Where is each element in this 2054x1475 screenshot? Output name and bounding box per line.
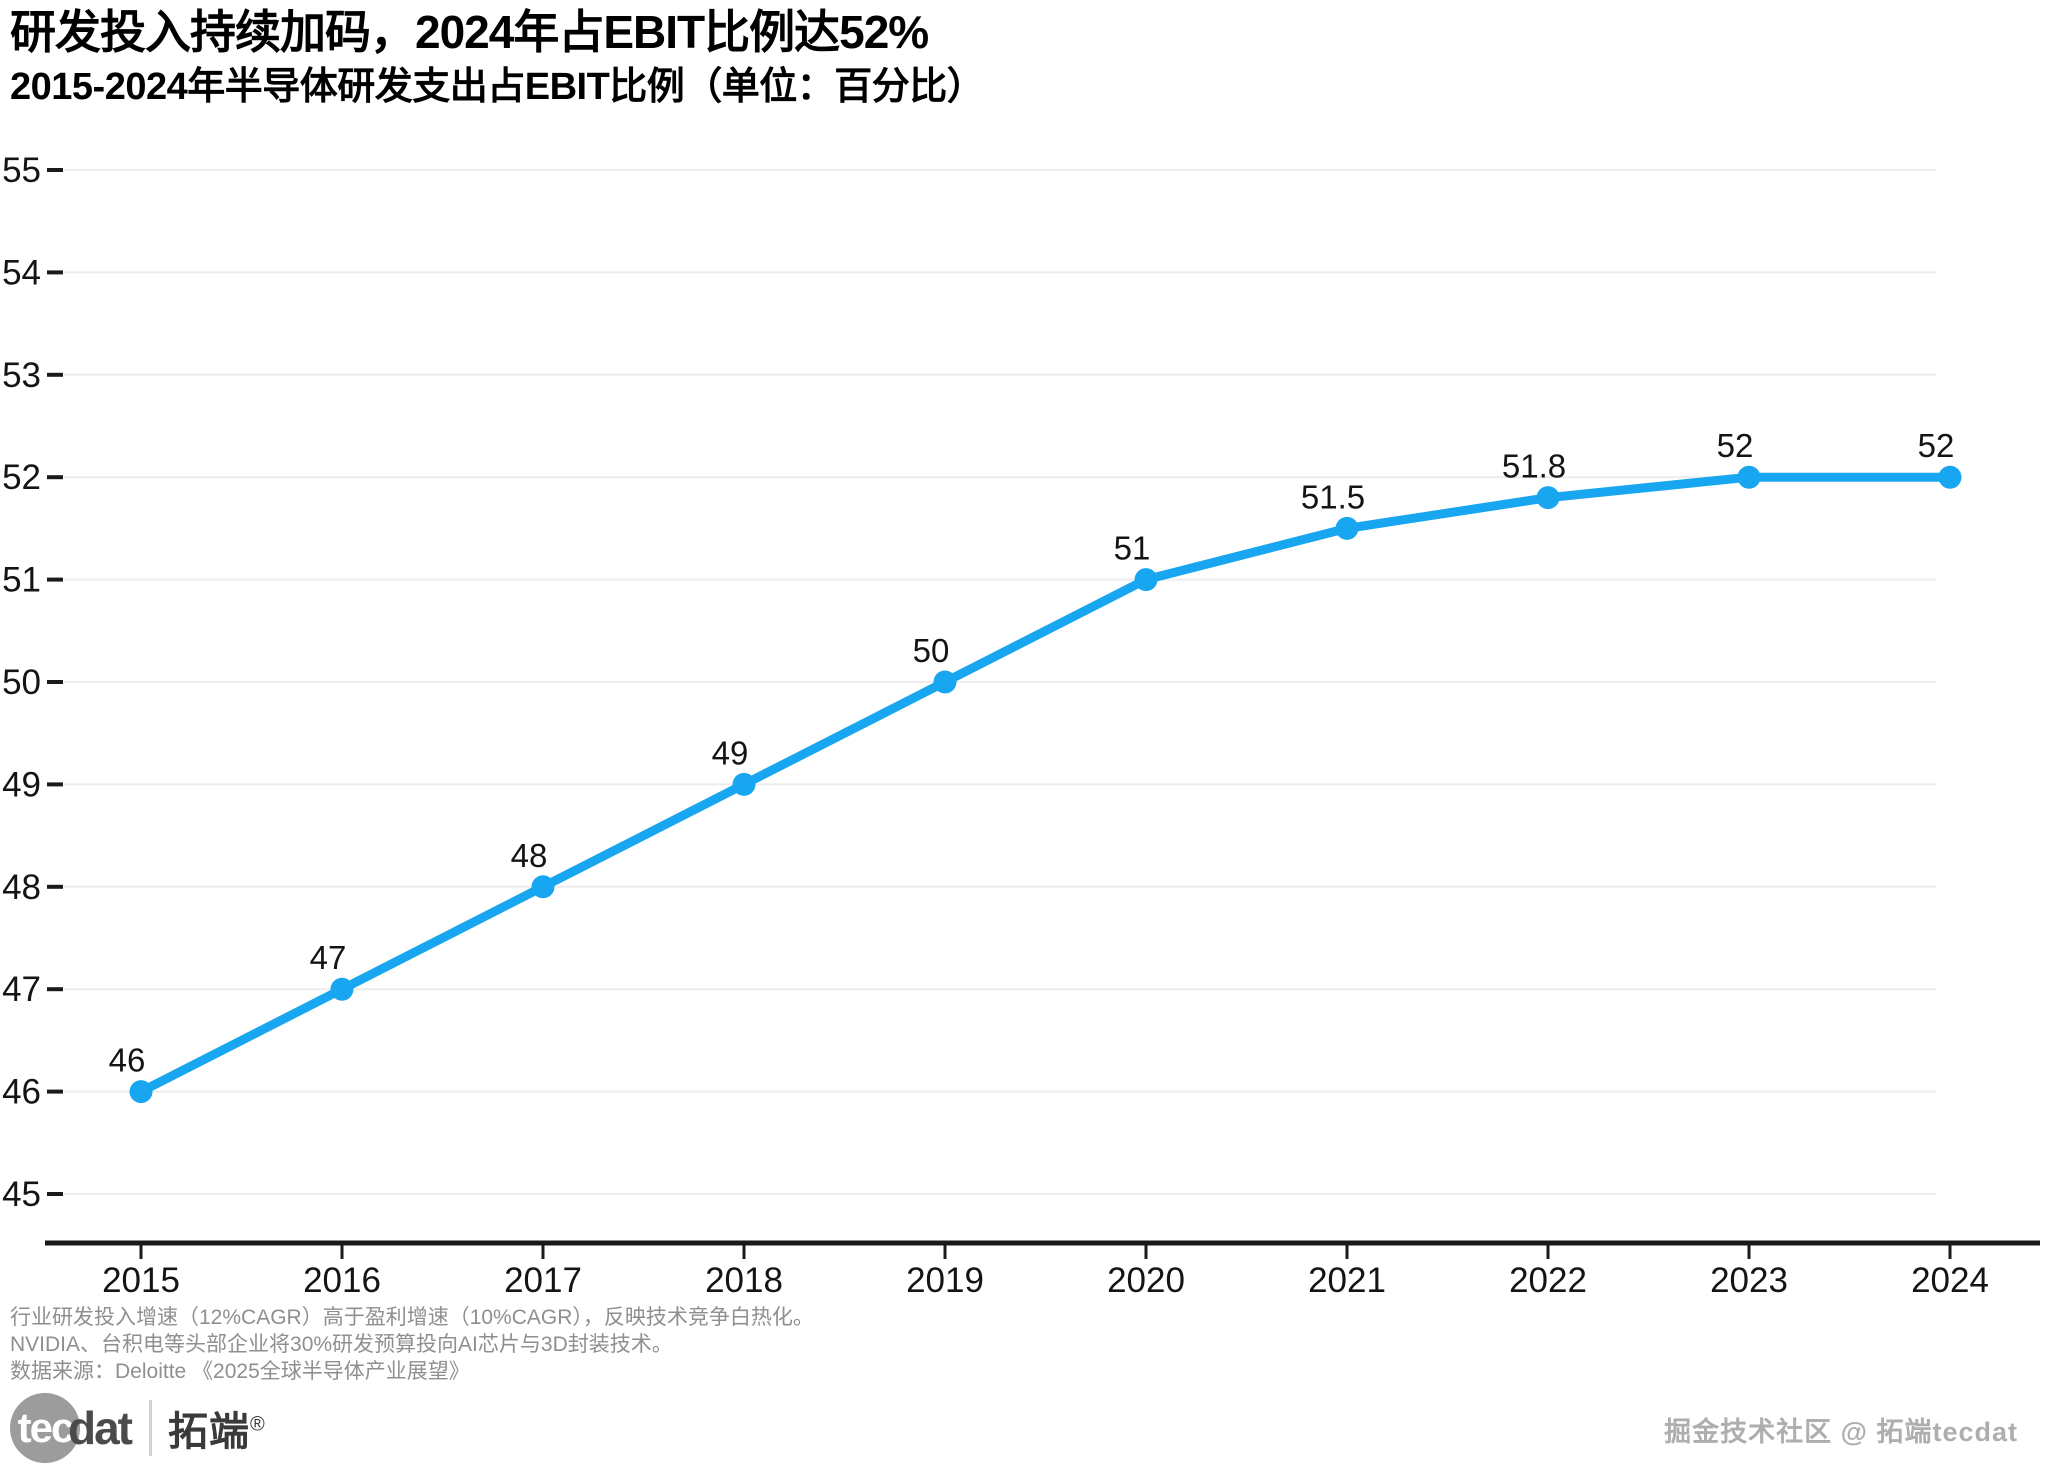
y-tick-label: 47 bbox=[2, 970, 41, 1009]
x-tick-label: 2015 bbox=[102, 1261, 180, 1300]
watermark: 掘金技术社区 @ 拓端tecdat bbox=[1664, 1417, 2018, 1447]
data-point-label: 48 bbox=[511, 837, 548, 874]
registered-mark-icon: ® bbox=[250, 1413, 266, 1436]
x-tick-label: 2016 bbox=[303, 1261, 381, 1300]
logo-text: dat bbox=[68, 1402, 133, 1454]
data-point-label: 46 bbox=[109, 1042, 146, 1079]
footnote-line: NVIDIA、台积电等头部企业将30%研发预算投向AI芯片与3D封装技术。 bbox=[10, 1333, 673, 1356]
line-chart: 45 46 47 48 49 50 51 52 53 54 55 2015 2016 2017 2018 20… bbox=[2, 151, 2040, 1300]
data-point-label: 52 bbox=[1717, 427, 1754, 464]
y-tick-label: 55 bbox=[2, 151, 41, 190]
data-point-label: 51.5 bbox=[1301, 478, 1365, 515]
data-point bbox=[129, 1080, 153, 1104]
chart-title: 研发投入持续加码，2024年占EBIT比例达52% bbox=[10, 6, 929, 58]
x-tick-label: 2018 bbox=[705, 1261, 783, 1300]
data-point bbox=[1938, 465, 1962, 489]
data-point-label: 50 bbox=[913, 632, 950, 669]
data-point bbox=[1134, 568, 1158, 592]
data-point bbox=[933, 670, 957, 694]
x-tick-label: 2022 bbox=[1509, 1261, 1587, 1300]
x-tick-label: 2021 bbox=[1308, 1261, 1386, 1300]
data-line bbox=[136, 472, 1955, 1097]
x-tick-label: 2020 bbox=[1107, 1261, 1185, 1300]
data-point bbox=[1737, 465, 1761, 489]
logo-circle: tec bbox=[10, 1393, 80, 1463]
y-tick-label: 45 bbox=[2, 1175, 41, 1214]
data-point-label: 49 bbox=[712, 734, 749, 771]
y-tick-label: 46 bbox=[2, 1073, 41, 1112]
data-point bbox=[1335, 516, 1359, 540]
x-tick-label: 2023 bbox=[1710, 1261, 1788, 1300]
logo-brand-name: 拓端® bbox=[168, 1399, 266, 1457]
data-point-label: 51.8 bbox=[1502, 448, 1566, 485]
x-tick-label: 2017 bbox=[504, 1261, 582, 1300]
y-tick-label: 53 bbox=[2, 356, 41, 395]
y-tick-label: 52 bbox=[2, 458, 41, 497]
chart-header: 研发投入持续加码，2024年占EBIT比例达52% 2015-2024年半导体研… bbox=[10, 4, 985, 110]
logo-divider bbox=[149, 1400, 152, 1456]
x-tick-label: 2024 bbox=[1911, 1261, 1989, 1300]
data-point bbox=[330, 977, 354, 1001]
tecdat-logo: tec dat 拓端® bbox=[10, 1390, 266, 1466]
data-point bbox=[531, 875, 555, 899]
data-point bbox=[732, 772, 756, 796]
data-point-label: 52 bbox=[1918, 427, 1955, 464]
x-tick-label: 2019 bbox=[906, 1261, 984, 1300]
data-point-label: 47 bbox=[310, 939, 347, 976]
chart-subtitle: 2015-2024年半导体研发支出占EBIT比例（单位：百分比） bbox=[10, 66, 985, 108]
y-tick-label: 51 bbox=[2, 561, 41, 600]
y-tick-label: 49 bbox=[2, 765, 41, 804]
logo-circle-text: tec bbox=[17, 1404, 75, 1451]
logo-brand-cn: 拓端 bbox=[168, 1410, 250, 1454]
y-tick-label: 48 bbox=[2, 868, 41, 907]
data-point-label: 51 bbox=[1114, 530, 1151, 567]
footnotes: 行业研发投入增速（12%CAGR）高于盈利增速（10%CAGR），反映技术竞争白… bbox=[10, 1304, 814, 1385]
footnote-line: 行业研发投入增速（12%CAGR）高于盈利增速（10%CAGR），反映技术竞争白… bbox=[10, 1306, 814, 1329]
y-tick-label: 54 bbox=[2, 253, 41, 292]
data-point bbox=[1536, 486, 1560, 510]
footnote-source: 数据来源：Deloitte 《2025全球半导体产业展望》 bbox=[10, 1360, 470, 1383]
y-tick-label: 50 bbox=[2, 663, 41, 702]
